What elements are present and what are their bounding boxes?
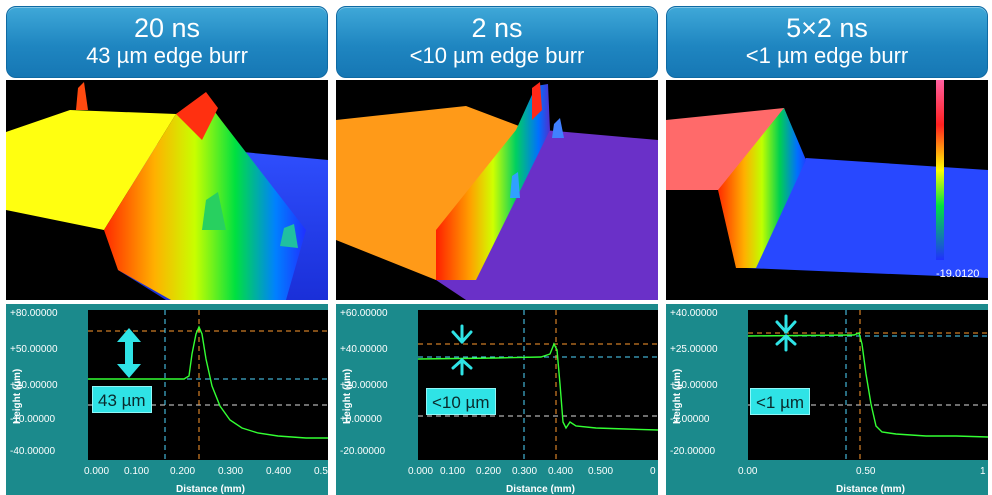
x-tick: 0.000 — [84, 466, 109, 477]
x-tick: 0.200 — [170, 466, 195, 477]
height-profile-chart: +40.00000 +25.00000 +10.00000 -5.00000 -… — [666, 304, 988, 495]
surface-3d-image — [6, 80, 328, 300]
y-tick: +50.00000 — [10, 344, 58, 355]
burr-height-label: <1 µm — [750, 388, 811, 415]
x-tick: 0.300 — [512, 466, 537, 477]
x-tick: 0.50 — [856, 466, 876, 477]
burr-height-label: 43 µm — [92, 386, 152, 413]
panel-subtitle: 43 µm edge burr — [86, 43, 248, 68]
x-tick: 0.00 — [738, 466, 758, 477]
x-axis-title: Distance (mm) — [506, 484, 575, 495]
panel-header: 5×2 ns <1 µm edge burr — [666, 6, 988, 78]
y-tick: +0.00000 — [340, 414, 382, 425]
x-tick: 0.400 — [548, 466, 573, 477]
x-tick: 0.000 — [408, 466, 433, 477]
y-tick: -5.00000 — [670, 414, 710, 425]
profile-trace — [747, 332, 988, 438]
pinch-arrows-icon — [775, 314, 797, 352]
y-axis-title: Height (µm) — [342, 369, 353, 424]
y-axis-title: Height (µm) — [672, 369, 683, 424]
panel-title: 5×2 ns — [786, 13, 868, 43]
x-tick: 0.400 — [266, 466, 291, 477]
x-tick: 0.5 — [314, 466, 328, 477]
burr-height-label: <10 µm — [426, 388, 496, 415]
y-tick: -20.00000 — [670, 446, 715, 457]
x-tick: 0 — [650, 466, 656, 477]
y-axis-title: Height (µm) — [12, 369, 23, 424]
panel-title: 20 ns — [133, 13, 201, 43]
x-tick: 0.200 — [476, 466, 501, 477]
profile-trace — [88, 325, 328, 439]
pinch-arrows-icon — [451, 324, 473, 376]
panel-20ns: 20 ns 43 µm edge burr — [6, 0, 328, 495]
surface-3d-image: -19.0120 — [666, 80, 988, 300]
color-scale-min-label: -19.0120 — [936, 268, 979, 280]
y-tick: -20.00000 — [340, 446, 385, 457]
profile-trace — [417, 342, 658, 431]
x-tick: 0.100 — [124, 466, 149, 477]
y-tick: +25.00000 — [670, 344, 718, 355]
y-tick: -10.00000 — [10, 414, 55, 425]
panel-title: 2 ns — [471, 13, 523, 43]
panel-header: 20 ns 43 µm edge burr — [6, 6, 328, 78]
y-tick: +80.00000 — [10, 308, 58, 319]
y-tick: +20.00000 — [340, 380, 388, 391]
x-tick: 0.500 — [588, 466, 613, 477]
surface-3d-image — [336, 80, 658, 300]
y-tick: +10.00000 — [670, 380, 718, 391]
x-tick: 0.100 — [440, 466, 465, 477]
height-profile-chart: +60.00000 +40.00000 +20.00000 +0.00000 -… — [336, 304, 658, 495]
panel-2ns: 2 ns <10 µm edge burr — [336, 0, 658, 495]
y-tick: +40.00000 — [670, 308, 718, 319]
color-scale-bar — [936, 80, 944, 260]
y-tick: +60.00000 — [340, 308, 388, 319]
y-tick: +40.00000 — [340, 344, 388, 355]
y-tick: +20.00000 — [10, 380, 58, 391]
x-axis-title: Distance (mm) — [176, 484, 245, 495]
x-tick: 0.300 — [218, 466, 243, 477]
y-tick: -40.00000 — [10, 446, 55, 457]
plot-area — [418, 310, 658, 460]
height-profile-chart: +80.00000 +50.00000 +20.00000 -10.00000 … — [6, 304, 328, 495]
x-tick: 1 — [980, 466, 986, 477]
panel-subtitle: <10 µm edge burr — [409, 43, 585, 68]
panel-subtitle: <1 µm edge burr — [745, 43, 909, 68]
x-axis-title: Distance (mm) — [836, 484, 905, 495]
double-arrow-icon — [117, 328, 141, 378]
panel-header: 2 ns <10 µm edge burr — [336, 6, 658, 78]
panel-5x2ns: 5×2 ns <1 µm edge burr — [666, 0, 988, 495]
